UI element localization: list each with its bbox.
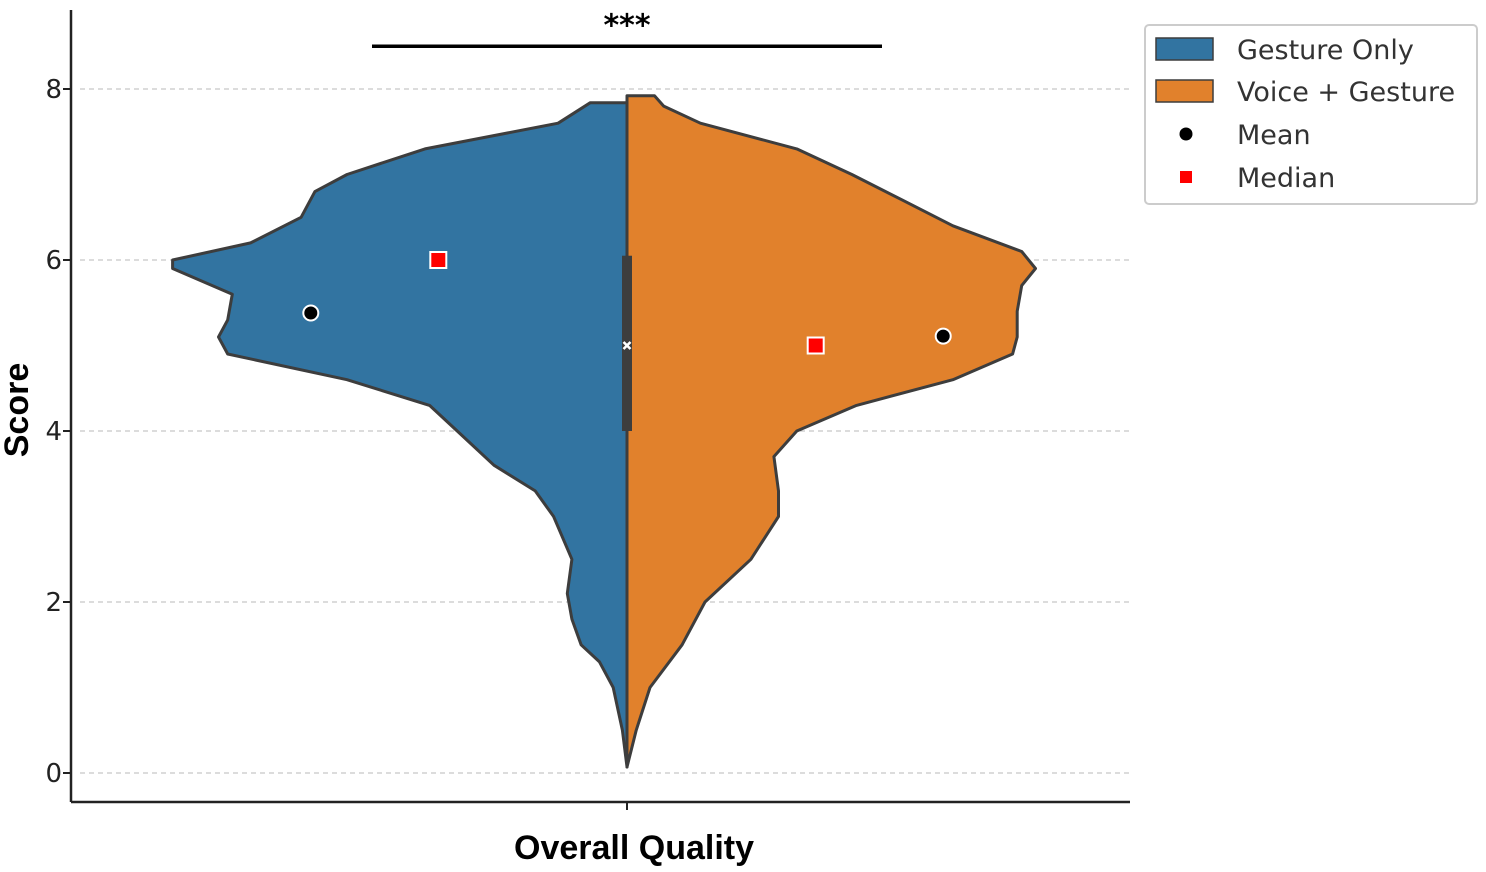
x-axis-label: Overall Quality <box>514 829 754 867</box>
y-tick-label: 4 <box>45 417 62 447</box>
legend-label: Voice + Gesture <box>1237 77 1455 108</box>
median-marker-voice-gesture <box>806 336 825 355</box>
violin-voice-gesture <box>625 94 1037 769</box>
y-tick-labels: 0 2 4 6 8 <box>45 75 71 789</box>
y-tick-label: 2 <box>45 588 62 618</box>
y-axis-label: Score <box>0 363 36 458</box>
inner-box <box>622 174 632 431</box>
legend-swatch <box>1155 79 1214 103</box>
mean-marker-voice-gesture <box>934 327 952 345</box>
mean-marker-gesture-only <box>302 304 320 322</box>
significance-bracket: *** <box>372 8 882 48</box>
y-tick-label: 6 <box>45 246 62 276</box>
y-tick-label: 0 <box>45 759 62 789</box>
legend-swatch <box>1155 37 1214 61</box>
median-cross <box>622 341 632 350</box>
violins <box>171 94 1037 769</box>
axes <box>69 10 1130 810</box>
legend: Gesture Only Voice + Gesture Mean Median <box>1144 24 1478 205</box>
violin-gesture-only <box>171 101 629 769</box>
legend-box <box>1144 24 1478 205</box>
legend-mean-marker <box>1179 127 1193 141</box>
median-marker-gesture-only <box>429 251 448 269</box>
legend-label: Gesture Only <box>1237 35 1414 66</box>
legend-label: Median <box>1237 163 1335 194</box>
legend-median-marker <box>1180 171 1192 183</box>
y-tick-label: 8 <box>45 75 62 105</box>
significance-label: *** <box>603 8 650 43</box>
stat-markers <box>302 251 952 355</box>
iqr-box <box>622 255 632 431</box>
legend-label: Mean <box>1237 120 1311 151</box>
